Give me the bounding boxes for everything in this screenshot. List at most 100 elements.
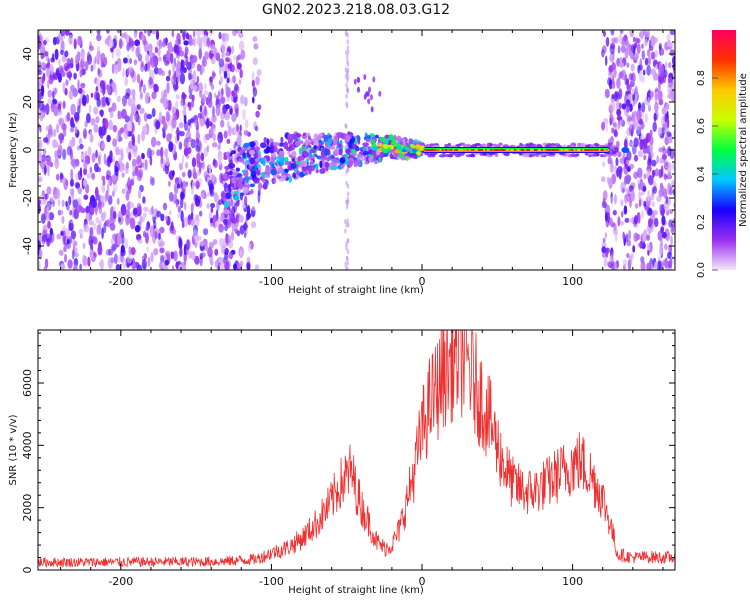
heatmap-cell	[116, 198, 120, 205]
heatmap-cell	[164, 259, 169, 266]
heatmap-cell	[190, 79, 194, 90]
heatmap-cell	[287, 173, 291, 178]
heatmap-cell	[601, 49, 605, 58]
heatmap-cell	[570, 143, 574, 147]
heatmap-cell	[672, 55, 675, 66]
heatmap-band-core	[448, 149, 451, 151]
heatmap-cell	[593, 153, 600, 157]
heatmap-cell	[616, 168, 619, 178]
heatmap-band-core	[515, 149, 518, 151]
heatmap-cell	[96, 34, 102, 42]
heatmap-cell	[626, 159, 630, 165]
heatmap-cell	[86, 113, 91, 124]
heatmap-cell	[239, 249, 243, 257]
heatmap-cell	[272, 142, 280, 147]
heatmap-cell	[59, 132, 63, 145]
heatmap-cell	[44, 51, 49, 57]
heatmap-cell	[110, 257, 115, 264]
heatmap-cell	[638, 198, 642, 208]
heatmap-cell	[649, 151, 654, 160]
heatmap-cell	[238, 157, 245, 163]
heatmap-cell	[40, 161, 46, 170]
heatmap-cell	[419, 145, 425, 150]
heatmap-cell	[409, 152, 415, 156]
heatmap-cell	[48, 212, 55, 221]
heatmap-cell	[363, 93, 367, 100]
colorbar-tick-label: 0.4	[696, 166, 707, 182]
heatmap-cell	[200, 152, 205, 162]
heatmap-cell	[620, 220, 624, 226]
heatmap-cell	[638, 190, 642, 200]
heatmap-cell	[188, 214, 192, 221]
heatmap-cell	[405, 142, 411, 146]
heatmap-band-core	[483, 149, 485, 151]
heatmap-cell	[626, 62, 630, 68]
heatmap-cell	[165, 37, 168, 46]
heatmap-cell	[182, 31, 186, 41]
heatmap-cell	[146, 113, 153, 120]
heatmap-cell	[95, 52, 101, 63]
heatmap-cell	[413, 155, 418, 160]
heatmap-cell	[192, 229, 198, 240]
heatmap-cell	[151, 107, 156, 118]
heatmap-cell	[156, 149, 161, 157]
heatmap-cell	[625, 233, 629, 243]
heatmap-band-core	[531, 149, 534, 151]
heatmap-cell	[233, 263, 237, 270]
heatmap-cell	[393, 142, 398, 147]
heatmap-band-core	[607, 149, 610, 151]
heatmap-band-core	[457, 149, 460, 151]
heatmap-cell	[229, 163, 236, 169]
heatmap-cell	[192, 69, 197, 82]
heatmap-cell	[671, 255, 675, 265]
heatmap-cell	[168, 41, 173, 54]
heatmap-cell	[54, 142, 59, 148]
heatmap-cell	[236, 230, 241, 237]
heatmap-cell	[375, 134, 379, 139]
heatmap-cell	[409, 144, 415, 149]
heatmap-cell	[323, 134, 327, 143]
heatmap-cell	[344, 74, 348, 80]
colorbar-tick-label: 0.8	[696, 70, 707, 86]
heatmap-cell	[198, 48, 202, 60]
heatmap-band-core	[573, 149, 576, 151]
heatmap-cell	[434, 144, 441, 148]
heatmap-cell	[242, 186, 249, 194]
heatmap-cell	[180, 196, 184, 209]
snr-y-axis-label: SNR (10 * v/v)	[8, 414, 19, 485]
heatmap-cell	[236, 180, 243, 188]
heatmap-cell	[62, 148, 67, 160]
heatmap-cell	[66, 112, 71, 122]
heatmap-cell	[147, 30, 151, 37]
heatmap-cell	[111, 63, 115, 75]
heatmap-cell	[641, 43, 644, 49]
heatmap-cell	[658, 43, 662, 51]
heatmap-cell	[134, 113, 139, 122]
heatmap-cell	[665, 102, 670, 111]
heatmap-cell	[192, 36, 197, 47]
heatmap-cell	[633, 154, 639, 162]
heatmap-cell	[151, 205, 154, 215]
heatmap-cell	[356, 159, 361, 167]
heatmap-cell	[651, 169, 656, 177]
heatmap-cell	[607, 157, 613, 165]
heatmap-cell	[132, 207, 138, 216]
heatmap-cell	[125, 92, 130, 100]
heatmap-cell	[664, 257, 668, 269]
heatmap-band-core	[598, 149, 601, 151]
heatmap-cell	[87, 256, 91, 267]
heatmap-cell	[346, 256, 349, 262]
heatmap-cell	[670, 226, 675, 234]
heatmap-cell	[77, 187, 83, 195]
heatmap-cell	[84, 150, 88, 161]
heatmap-cell	[284, 168, 289, 173]
heatmap-cell	[65, 227, 70, 238]
heatmap-cell	[38, 69, 43, 76]
heatmap-cell	[656, 155, 660, 164]
heatmap-band-core	[566, 149, 569, 151]
heatmap-cell	[127, 53, 130, 65]
heatmap-cell	[165, 75, 171, 82]
heatmap-cell	[212, 127, 216, 133]
heatmap-cell	[70, 126, 75, 133]
heatmap-cell	[142, 212, 147, 218]
